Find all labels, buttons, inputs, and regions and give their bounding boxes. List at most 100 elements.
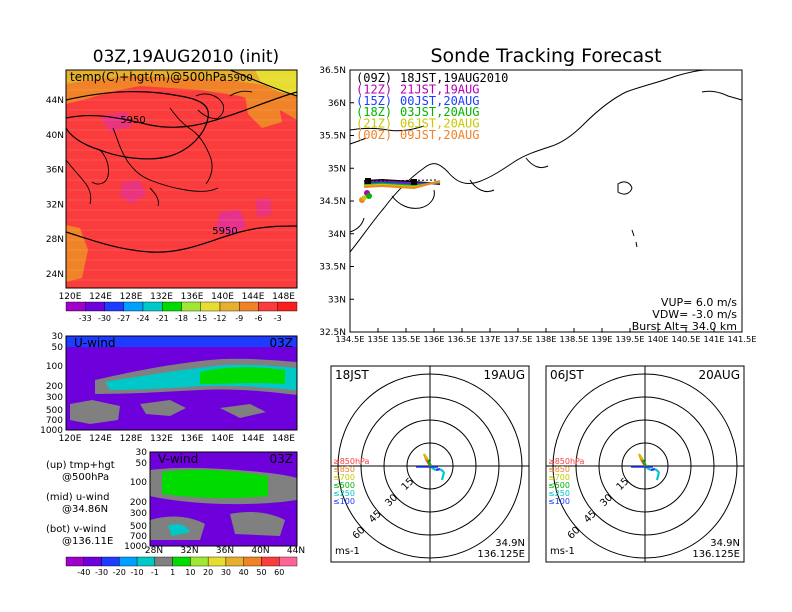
lat-tick-label: 44N <box>287 546 305 556</box>
lon-tick-label: 148E <box>272 434 295 444</box>
lat-tick-label: 35.5N <box>319 132 346 142</box>
colorbar-tick-label: -21 <box>156 314 169 323</box>
colorbar-tick-label: -18 <box>175 314 188 323</box>
lat-tick-label: 36.5N <box>319 66 346 76</box>
lon-tick-label: 139.5E <box>616 334 645 344</box>
v-wind-label: V-wind <box>158 452 198 466</box>
launch-code: (21Z) <box>356 117 392 131</box>
lon-tick-label: 128E <box>120 434 143 444</box>
vup-text: VUP= 6.0 m/s <box>661 296 737 309</box>
hodo-trace <box>439 468 445 473</box>
track-marker <box>365 178 371 184</box>
colorbar-swatch <box>279 556 298 567</box>
north-coast <box>349 125 425 132</box>
lon-tick-label: 148E <box>272 292 295 302</box>
lon-tick-label: 136E <box>423 334 444 344</box>
colorbar-tick-label: -40 <box>77 568 90 577</box>
colorbar-tick-label: 30 <box>221 568 231 577</box>
colorbar-swatch <box>181 301 201 312</box>
colorbar-swatch <box>225 556 244 567</box>
lat-tick-label: 36N <box>328 99 346 109</box>
launch-time: 18JST,19AUG2010 <box>400 71 508 85</box>
temp-height-map: temp(C)+hgt(m)@500hPa 5950 5950 5900 44N… <box>46 69 298 302</box>
legend-bot-lon: @136.11E <box>62 536 113 547</box>
lon-tick-label: 144E <box>242 292 265 302</box>
colorbar-swatch <box>162 301 182 312</box>
hodo-legend-item: ≤700 <box>548 473 570 482</box>
track-endpoint <box>361 195 367 201</box>
hodo-legend-item: ≥850hPa <box>333 457 370 466</box>
colorbar-swatch <box>219 301 240 312</box>
lat-tick-label: 44N <box>46 96 64 106</box>
colorbar-tick-label: 40 <box>239 568 249 577</box>
lon-tick-label: 136.5E <box>448 334 477 344</box>
launch-code: (15Z) <box>356 94 392 108</box>
hodo-lat: 34.9N <box>495 538 525 549</box>
hodo-trace <box>638 453 644 461</box>
lat-tick-label: 35N <box>328 164 346 174</box>
pressure-tick-label: 100 <box>46 362 63 372</box>
lat-tick-label: 24N <box>46 270 64 280</box>
colorbar-tick-label: -12 <box>213 314 226 323</box>
legend-up: (up) tmp+hgt <box>46 460 115 471</box>
lat-tick-label: 36N <box>46 166 64 176</box>
colorbar-tick-label: -24 <box>136 314 149 323</box>
colorbar-swatch <box>154 556 173 567</box>
hodo-trace <box>431 467 437 471</box>
lat-tick-label: 40N <box>251 546 269 556</box>
contour-5950-loop <box>65 91 209 160</box>
hodo-lat: 34.9N <box>710 538 740 549</box>
colorbar-tick-label: -15 <box>194 314 207 323</box>
hodo-lon: 136.125E <box>692 549 740 560</box>
launch-time: 21JST,19AUG <box>400 82 479 96</box>
panel-legend: (up) tmp+hgt @500hPa (mid) u-wind @34.86… <box>46 460 115 547</box>
pressure-tick-label: 500 <box>46 406 63 416</box>
hodo-legend-item: ≤100 <box>333 497 355 506</box>
colorbar-tick-label: 1 <box>170 568 175 577</box>
pressure-tick-label: 1000 <box>40 426 63 436</box>
hodo-unit: ms-1 <box>550 546 575 557</box>
burst-text: Burst Alt= 34.0 km <box>632 320 737 333</box>
track-marker <box>411 179 417 185</box>
pressure-tick-label: 300 <box>46 393 63 403</box>
hodo-legend-item: ≤850 <box>333 465 355 474</box>
track-map: (09Z) 18JST,19AUG2010 (12Z) 21JST,19AUG (15Z… <box>319 66 756 344</box>
balloon-track <box>363 180 441 190</box>
colorbar-tick-label: 10 <box>185 568 195 577</box>
lat-tick-label: 28N <box>145 546 163 556</box>
launch-time: 03JST,20AUG <box>400 105 479 119</box>
wind-colorbar: -40 -30 -20 -10 -1 1 10 20 30 40 50 60 <box>65 556 298 577</box>
lon-tick-label: 132E <box>150 434 173 444</box>
lon-tick-label: 135E <box>367 334 388 344</box>
colorbar-swatch <box>190 556 209 567</box>
hodo-trace <box>655 471 661 481</box>
colorbar-tick-label: -33 <box>79 314 92 323</box>
colorbar-swatch <box>65 301 86 312</box>
legend-mid: (mid) u-wind <box>46 492 109 503</box>
colorbar-swatch <box>243 556 262 567</box>
lat-tick-label: 33.5N <box>319 263 346 273</box>
lon-tick-label: 124E <box>89 434 112 444</box>
colorbar-swatch <box>200 301 221 312</box>
colorbar-swatch <box>207 556 227 567</box>
legend-bot: (bot) v-wind <box>46 524 106 535</box>
lon-tick-label: 141E <box>703 334 724 344</box>
colorbar-tick-label: -6 <box>255 314 263 323</box>
pressure-tick-label: 700 <box>46 416 63 426</box>
lat-tick-label: 32N <box>180 546 198 556</box>
contour-label: 5900 <box>227 73 252 84</box>
hodo-date: 20AUG <box>698 368 740 382</box>
contour-label: 5950 <box>120 115 145 126</box>
pressure-tick-label: 50 <box>136 459 148 469</box>
pressure-tick-label: 200 <box>130 498 147 508</box>
contour-5950-north <box>65 91 298 128</box>
launch-code: (09Z) <box>356 71 392 85</box>
track-endpoint <box>366 193 372 199</box>
vdw-text: VDW= -3.0 m/s <box>652 308 737 321</box>
lon-tick-label: 141.5E <box>728 334 757 344</box>
colorbar-tick-label: 60 <box>274 568 284 577</box>
lat-tick-label: 40N <box>46 131 64 141</box>
launch-time: 00JST,20AUG <box>400 94 479 108</box>
